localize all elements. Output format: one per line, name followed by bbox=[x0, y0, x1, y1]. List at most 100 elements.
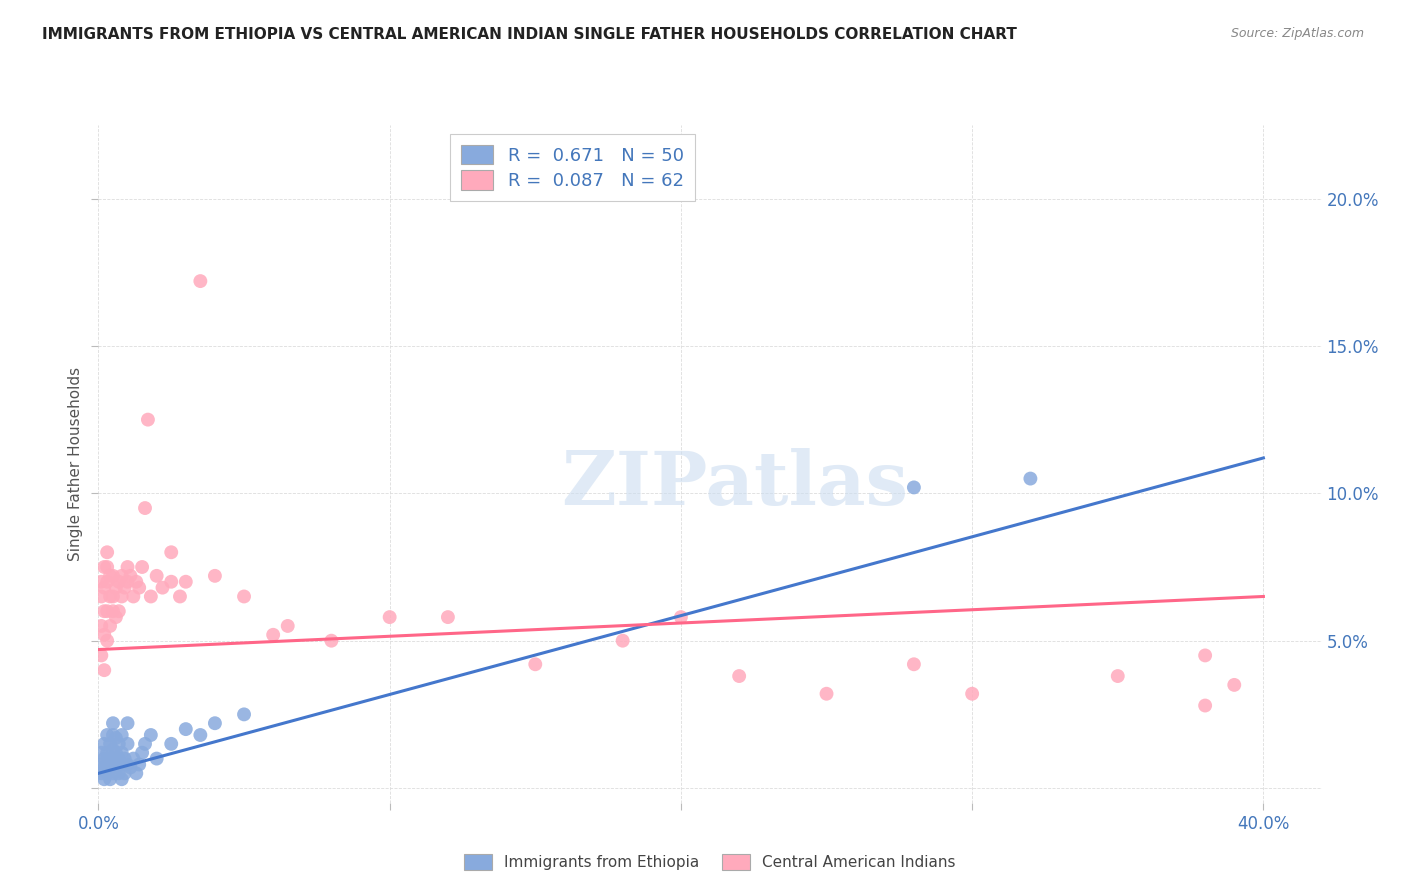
Point bbox=[131, 560, 153, 574]
Point bbox=[101, 590, 124, 604]
Point bbox=[101, 743, 124, 757]
Point bbox=[262, 628, 284, 642]
Point bbox=[120, 760, 142, 774]
Point bbox=[960, 687, 983, 701]
Point bbox=[134, 501, 156, 516]
Point bbox=[117, 737, 139, 751]
Point bbox=[233, 590, 256, 604]
Point bbox=[1107, 669, 1129, 683]
Point bbox=[104, 746, 127, 760]
Point bbox=[903, 657, 925, 672]
Point bbox=[134, 737, 156, 751]
Point bbox=[204, 569, 226, 583]
Text: ZIPatlas: ZIPatlas bbox=[561, 448, 908, 521]
Point bbox=[96, 757, 118, 772]
Point bbox=[98, 737, 121, 751]
Point bbox=[96, 604, 118, 618]
Point bbox=[111, 772, 134, 787]
Point bbox=[93, 737, 115, 751]
Point bbox=[96, 560, 118, 574]
Point bbox=[117, 560, 139, 574]
Point bbox=[90, 590, 112, 604]
Point bbox=[204, 716, 226, 731]
Point bbox=[125, 574, 148, 589]
Point bbox=[90, 574, 112, 589]
Text: Source: ZipAtlas.com: Source: ZipAtlas.com bbox=[1230, 27, 1364, 40]
Point bbox=[93, 604, 115, 618]
Point bbox=[90, 619, 112, 633]
Point bbox=[188, 274, 212, 288]
Point bbox=[136, 412, 159, 426]
Point bbox=[152, 581, 174, 595]
Point bbox=[114, 766, 136, 780]
Point bbox=[1194, 698, 1216, 713]
Point bbox=[114, 751, 136, 765]
Point bbox=[169, 590, 191, 604]
Point bbox=[174, 574, 197, 589]
Point bbox=[101, 728, 124, 742]
Point bbox=[93, 663, 115, 677]
Point bbox=[96, 746, 118, 760]
Point bbox=[174, 722, 197, 736]
Point bbox=[188, 728, 212, 742]
Point bbox=[98, 569, 121, 583]
Point bbox=[93, 760, 115, 774]
Point bbox=[96, 766, 118, 780]
Point bbox=[101, 755, 124, 769]
Point bbox=[96, 728, 118, 742]
Point bbox=[101, 766, 124, 780]
Point bbox=[90, 746, 112, 760]
Y-axis label: Single Father Households: Single Father Households bbox=[67, 367, 83, 561]
Point bbox=[108, 766, 131, 780]
Point bbox=[114, 581, 136, 595]
Point bbox=[378, 610, 401, 624]
Point bbox=[160, 545, 183, 559]
Legend: Immigrants from Ethiopia, Central American Indians: Immigrants from Ethiopia, Central Americ… bbox=[458, 848, 962, 877]
Point bbox=[437, 610, 460, 624]
Point bbox=[145, 751, 167, 765]
Point bbox=[96, 633, 118, 648]
Text: IMMIGRANTS FROM ETHIOPIA VS CENTRAL AMERICAN INDIAN SINGLE FATHER HOUSEHOLDS COR: IMMIGRANTS FROM ETHIOPIA VS CENTRAL AMER… bbox=[42, 27, 1017, 42]
Point bbox=[104, 731, 127, 745]
Point bbox=[125, 766, 148, 780]
Point bbox=[96, 574, 118, 589]
Point bbox=[101, 569, 124, 583]
Point bbox=[93, 772, 115, 787]
Point bbox=[93, 751, 115, 765]
Point bbox=[98, 590, 121, 604]
Point bbox=[111, 728, 134, 742]
Point bbox=[131, 746, 153, 760]
Point bbox=[108, 737, 131, 751]
Point bbox=[117, 757, 139, 772]
Point bbox=[139, 728, 162, 742]
Point bbox=[321, 633, 343, 648]
Point bbox=[111, 590, 134, 604]
Point bbox=[90, 766, 112, 780]
Point bbox=[277, 619, 299, 633]
Point bbox=[128, 757, 150, 772]
Point bbox=[90, 648, 112, 663]
Point bbox=[524, 657, 547, 672]
Point bbox=[815, 687, 838, 701]
Point bbox=[98, 751, 121, 765]
Point bbox=[612, 633, 634, 648]
Point bbox=[93, 560, 115, 574]
Point bbox=[139, 590, 162, 604]
Point bbox=[111, 757, 134, 772]
Point bbox=[1019, 472, 1042, 486]
Point bbox=[111, 569, 134, 583]
Point bbox=[96, 545, 118, 559]
Point bbox=[108, 751, 131, 765]
Point bbox=[104, 581, 127, 595]
Point bbox=[101, 604, 124, 618]
Point bbox=[128, 581, 150, 595]
Point bbox=[160, 574, 183, 589]
Point bbox=[145, 569, 167, 583]
Point bbox=[108, 604, 131, 618]
Point bbox=[1194, 648, 1216, 663]
Point bbox=[122, 590, 145, 604]
Point bbox=[98, 760, 121, 774]
Point bbox=[669, 610, 692, 624]
Point bbox=[903, 480, 925, 494]
Point bbox=[111, 746, 134, 760]
